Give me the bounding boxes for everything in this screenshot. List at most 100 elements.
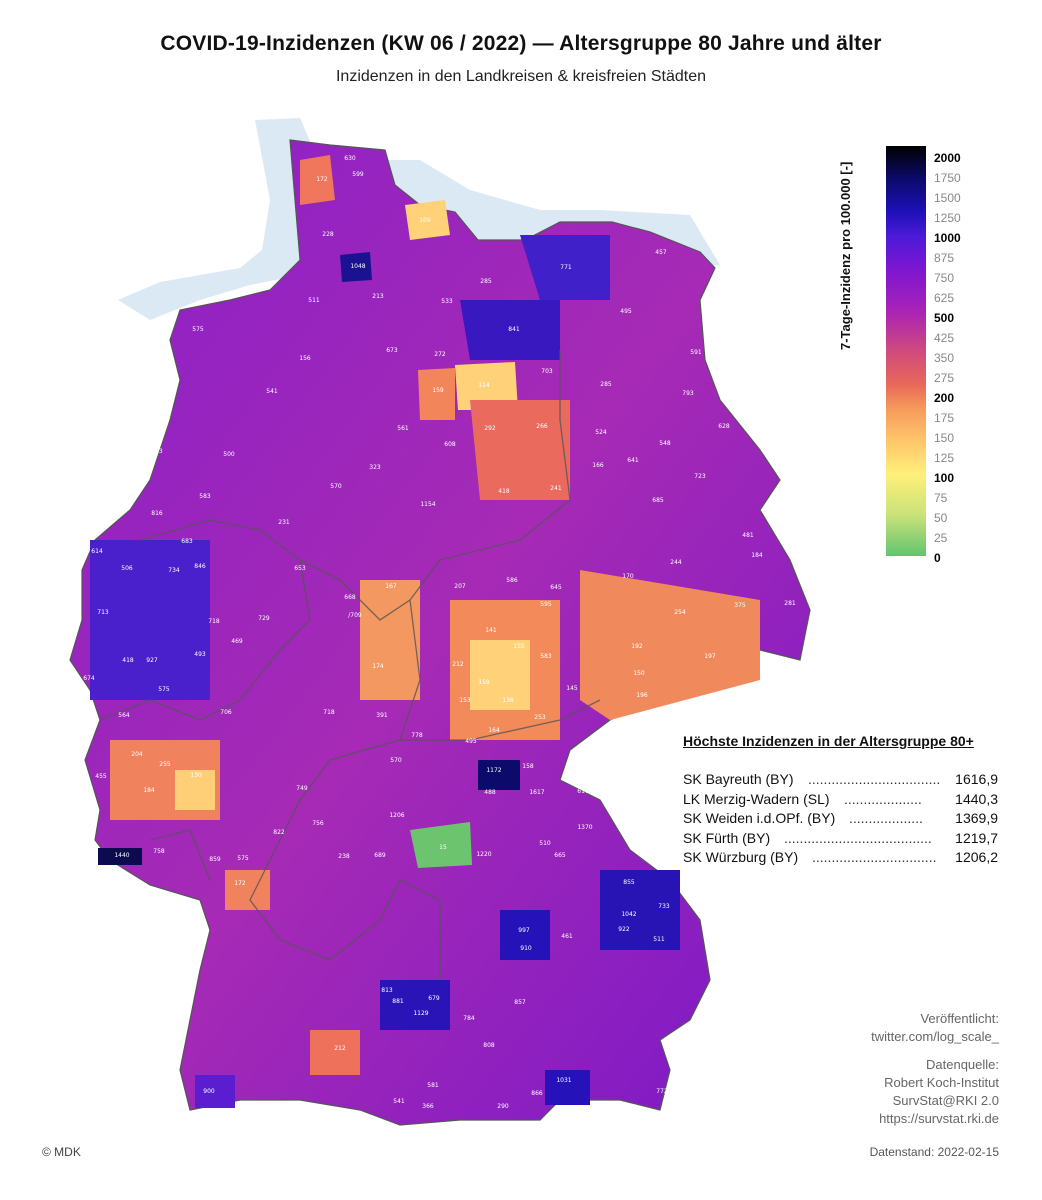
district-value-label: 1042 [621, 911, 636, 918]
top-incidence-row: SK Würzburg (BY)........................… [683, 849, 998, 868]
district-value-label: 733 [658, 903, 670, 910]
region-cluster-yellow-altmark [455, 362, 518, 410]
scale-tick: 425 [934, 331, 955, 345]
district-value-label: 192 [631, 643, 643, 650]
district-value-label: 281 [784, 600, 796, 607]
region-cluster-salmon-middle [470, 400, 570, 500]
district-value-label: 418 [122, 657, 134, 664]
district-value-label: 816 [151, 510, 163, 517]
district-value-label: 266 [536, 423, 548, 430]
district-name: SK Weiden i.d.OPf. (BY) [683, 810, 836, 826]
district-value-label: 1154 [420, 501, 435, 508]
district-value-label: 855 [623, 879, 635, 886]
district-value-label: 524 [595, 429, 607, 436]
region-cluster-black-merzig [98, 848, 142, 865]
district-value-label: 561 [397, 425, 409, 432]
scale-tick: 1750 [934, 171, 961, 185]
district-value-label: 927 [146, 657, 158, 664]
incidence-value: 1440,3 [955, 790, 998, 807]
region-cluster-darkblue-oberbayern [380, 980, 450, 1030]
district-value-label: 665 [554, 852, 566, 859]
district-value-label: 581 [427, 1082, 439, 1089]
published-label: Veröffentlicht: [920, 1011, 999, 1026]
district-value-label: 488 [484, 789, 496, 796]
district-value-label: 563 [151, 448, 163, 455]
district-value-label: 679 [428, 995, 440, 1002]
district-value-label: 771 [560, 264, 572, 271]
district-value-label: 166 [592, 462, 604, 469]
region-cluster-blue-nrw [90, 540, 210, 700]
legend-axis-label: 7-Tage-Inzidenz pro 100.000 [-] [838, 161, 853, 350]
district-value-label: 228 [322, 231, 334, 238]
district-value-label: 1172 [486, 767, 501, 774]
district-value-label: 156 [299, 355, 311, 362]
district-value-label: 689 [374, 852, 386, 859]
district-value-label: 1617 [529, 789, 544, 796]
region-cluster-orange-saxony [580, 570, 760, 720]
district-value-label: 758 [153, 848, 165, 855]
district-value-label: 756 [312, 820, 324, 827]
district-value-label: 1031 [556, 1077, 571, 1084]
scale-tick: 200 [934, 391, 955, 405]
district-value-label: 253 [534, 714, 546, 721]
district-value-label: 614 [91, 548, 103, 555]
district-value-label: 114 [478, 382, 490, 389]
district-value-label: 184 [751, 552, 763, 559]
page-title: COVID-19-Inzidenzen (KW 06 / 2022) — Alt… [160, 32, 882, 55]
copyright: © MDK [42, 1145, 81, 1159]
district-value-label: 159 [432, 387, 444, 394]
district-value-label: 734 [168, 567, 180, 574]
region-cluster-orange-hesse [360, 580, 420, 700]
district-value-label: 729 [258, 615, 270, 622]
district-value-label: 1370 [577, 824, 592, 831]
source-line-3: https://survstat.rki.de [879, 1111, 999, 1126]
district-value-label: 718 [208, 618, 220, 625]
scale-tick: 350 [934, 351, 955, 365]
region-cluster-yellow-holstein [405, 200, 450, 240]
incidence-value: 1616,9 [955, 771, 998, 787]
district-value-label: 575 [158, 686, 170, 693]
district-value-label: 495 [620, 308, 632, 315]
district-value-label: 174 [372, 663, 384, 670]
district-value-label: 617 [577, 788, 589, 795]
district-value-label: 231 [278, 519, 290, 526]
district-value-label: 158 [522, 763, 534, 770]
scale-tick: 75 [934, 491, 948, 505]
color-scale-bar [886, 146, 926, 556]
district-value-label: 808 [483, 1042, 495, 1049]
district-value-label: 510 [539, 840, 551, 847]
map-labels: 630 599 172 109 228 1048 213 533 771 457 285 511 841… [83, 155, 796, 1110]
district-value-label: 793 [682, 390, 694, 397]
leader-dots: .................................. [808, 771, 941, 787]
region-cluster-darkblue-hamburg [340, 252, 372, 282]
scale-tick: 50 [934, 511, 948, 525]
district-value-label: 366 [422, 1103, 434, 1110]
district-value-label: 595 [540, 601, 552, 608]
scale-tick: 125 [934, 451, 955, 465]
district-value-label: 212 [452, 661, 464, 668]
district-value-label: 285 [480, 278, 492, 285]
district-value-label: 461 [561, 933, 573, 940]
district-name: SK Bayreuth (BY) [683, 771, 794, 787]
district-value-label: 457 [655, 249, 667, 256]
data-date: Datenstand: 2022-02-15 [869, 1145, 999, 1159]
scale-tick: 500 [934, 311, 955, 325]
district-value-label: 541 [393, 1098, 405, 1105]
district-value-label: 674 [83, 675, 95, 682]
source-line-1: Robert Koch-Institut [884, 1075, 999, 1090]
district-value-label: 910 [520, 945, 532, 952]
district-value-label: 541 [266, 388, 278, 395]
district-value-label: 254 [674, 609, 686, 616]
district-value-label: 1220 [476, 851, 491, 858]
district-value-label: 846 [194, 563, 206, 570]
district-value-label: 136 [502, 697, 514, 704]
scale-tick: 175 [934, 411, 955, 425]
district-value-label: 922 [618, 926, 630, 933]
district-value-label: 881 [392, 998, 404, 1005]
district-value-label: 145 [566, 685, 578, 692]
district-value-label: 272 [434, 351, 446, 358]
state-borders [99, 350, 601, 980]
district-value-label: 159 [478, 679, 490, 686]
district-value-label: 290 [497, 1103, 509, 1110]
